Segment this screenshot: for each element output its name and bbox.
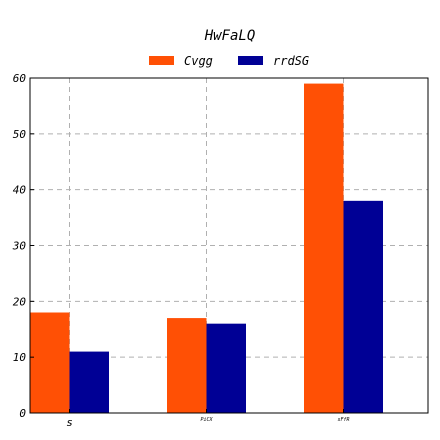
y-tick-label: 0 (19, 407, 26, 420)
y-tick-label: 10 (13, 351, 27, 364)
y-axis: 0 10 20 30 40 50 60 (12, 72, 34, 420)
legend-label: rrdSG (273, 54, 309, 68)
y-tick-label: 40 (13, 184, 27, 197)
x-tick-label: sFfR (337, 417, 349, 423)
bar-rrdsg-2 (206, 323, 246, 413)
x-tick-label: PiCX (200, 417, 213, 423)
y-tick-label: 30 (12, 240, 27, 253)
bar-rrdsg-1 (69, 351, 109, 413)
y-tick-label: 20 (13, 295, 27, 308)
y-tick-label: 50 (13, 128, 27, 141)
y-tick-label: 60 (13, 72, 27, 85)
bar-rrdsg-3 (343, 200, 383, 413)
bar-cvgg-3 (304, 83, 344, 413)
legend-swatch-rrdsg (238, 56, 263, 65)
x-tick-label: s (66, 416, 73, 429)
chart-title: HwFaLQ (204, 28, 256, 44)
bar-cvgg-2 (167, 318, 207, 413)
bars (30, 83, 383, 413)
legend-label: Cvgg (184, 54, 213, 68)
bar-cvgg-1 (30, 312, 70, 413)
legend-swatch-cvgg (149, 56, 174, 65)
legend: Cvgg rrdSG (149, 54, 309, 68)
x-axis: s PiCX sFfR (66, 409, 350, 429)
